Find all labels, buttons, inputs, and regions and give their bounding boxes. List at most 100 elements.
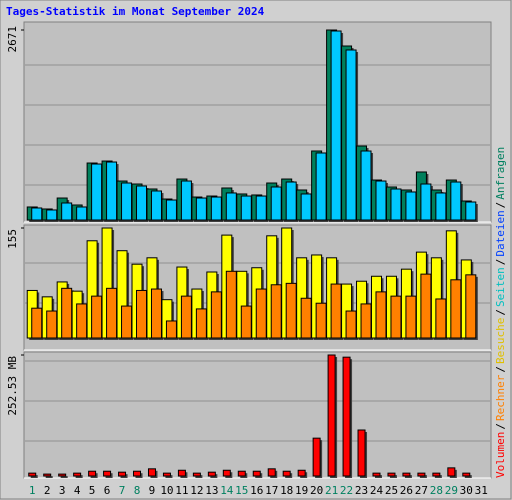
bar bbox=[43, 473, 52, 477]
x-tick-label: 25 bbox=[385, 484, 398, 497]
bar bbox=[76, 206, 88, 221]
bar bbox=[207, 471, 216, 477]
legend-entry: Anfragen bbox=[494, 147, 507, 200]
bar bbox=[330, 30, 342, 221]
legend-separator: / bbox=[494, 309, 507, 316]
bar bbox=[300, 193, 312, 221]
x-tick-label: 26 bbox=[400, 484, 413, 497]
x-tick-label: 27 bbox=[415, 484, 428, 497]
x-tick-label: 20 bbox=[310, 484, 323, 497]
x-tick-label: 24 bbox=[370, 484, 384, 497]
bar bbox=[465, 274, 477, 339]
bar bbox=[240, 195, 252, 221]
bar bbox=[360, 150, 372, 221]
bar-shadow bbox=[60, 476, 68, 478]
bar bbox=[390, 188, 402, 221]
x-tick-label: 10 bbox=[160, 484, 173, 497]
bar-shadow bbox=[464, 475, 472, 478]
bar bbox=[282, 470, 291, 477]
bar bbox=[106, 287, 118, 339]
x-tick-label: 5 bbox=[89, 484, 96, 497]
bar bbox=[210, 291, 222, 339]
bar bbox=[327, 354, 336, 477]
bar bbox=[192, 472, 201, 477]
bar bbox=[315, 302, 327, 339]
x-tick-label: 16 bbox=[250, 484, 263, 497]
bar bbox=[121, 305, 133, 339]
x-tick-label: 29 bbox=[445, 484, 458, 497]
x-tick-label: 11 bbox=[175, 484, 188, 497]
legend-separator: / bbox=[494, 259, 507, 266]
bar bbox=[297, 469, 306, 477]
bar bbox=[31, 307, 43, 339]
bar bbox=[420, 273, 432, 339]
bar bbox=[405, 295, 417, 339]
bar bbox=[417, 472, 426, 477]
bar bbox=[162, 472, 171, 477]
bar bbox=[345, 49, 357, 221]
bar-shadow bbox=[434, 475, 442, 478]
bar bbox=[195, 197, 207, 221]
x-tick-label: 4 bbox=[74, 484, 81, 497]
legend-separator: / bbox=[494, 202, 507, 209]
plot-area bbox=[23, 351, 492, 479]
bar bbox=[46, 209, 58, 221]
bar bbox=[450, 279, 462, 339]
bar bbox=[375, 180, 387, 221]
bar bbox=[147, 468, 156, 477]
legend-entry: Rechner bbox=[494, 374, 507, 421]
bar bbox=[91, 295, 103, 339]
legend-separator: / bbox=[494, 366, 507, 373]
legend: Volumen/Rechner/Besuche/Seiten/Dateien/A… bbox=[494, 147, 507, 478]
bar bbox=[390, 295, 402, 339]
x-tick-label: 8 bbox=[134, 484, 141, 497]
bar bbox=[420, 183, 432, 221]
bar bbox=[312, 437, 321, 477]
bar-shadow bbox=[374, 475, 382, 478]
bar-shadow bbox=[419, 475, 427, 478]
bar bbox=[240, 305, 252, 339]
bar bbox=[121, 182, 133, 221]
bar bbox=[165, 199, 177, 221]
bar bbox=[195, 308, 207, 339]
bar bbox=[432, 472, 441, 477]
bar bbox=[222, 469, 231, 477]
bar bbox=[270, 284, 282, 339]
x-tick-label: 22 bbox=[340, 484, 353, 497]
bar bbox=[180, 295, 192, 339]
x-tick-label: 2 bbox=[44, 484, 51, 497]
x-tick-label: 3 bbox=[59, 484, 66, 497]
bar bbox=[237, 470, 246, 477]
bar bbox=[88, 470, 97, 477]
bar bbox=[255, 288, 267, 339]
bar bbox=[465, 201, 477, 221]
legend-entry: Volumen bbox=[494, 432, 507, 478]
bar bbox=[360, 303, 372, 339]
bar bbox=[58, 473, 67, 477]
bar bbox=[450, 181, 462, 221]
bar bbox=[133, 470, 142, 477]
legend-entry: Seiten bbox=[494, 267, 507, 307]
bar bbox=[31, 207, 43, 221]
bar bbox=[46, 310, 58, 339]
bar-shadow bbox=[45, 476, 53, 478]
bar bbox=[435, 298, 447, 339]
x-tick-label: 23 bbox=[355, 484, 368, 497]
chart-title: Tages-Statistik im Monat September 2024 bbox=[6, 5, 265, 18]
x-tick-label: 28 bbox=[430, 484, 443, 497]
x-tick-label: 31 bbox=[475, 484, 488, 497]
bar-shadow bbox=[75, 475, 83, 478]
bar bbox=[387, 472, 396, 477]
bar bbox=[342, 356, 351, 477]
bar bbox=[270, 186, 282, 221]
bar bbox=[402, 472, 411, 477]
bar-shadow bbox=[195, 475, 203, 478]
bar bbox=[103, 470, 112, 477]
bar-shadow bbox=[165, 475, 173, 478]
bar bbox=[285, 181, 297, 221]
x-tick-label: 9 bbox=[149, 484, 156, 497]
bar bbox=[61, 202, 73, 221]
bar bbox=[76, 303, 88, 339]
x-tick-label: 12 bbox=[190, 484, 203, 497]
bar bbox=[91, 163, 103, 221]
